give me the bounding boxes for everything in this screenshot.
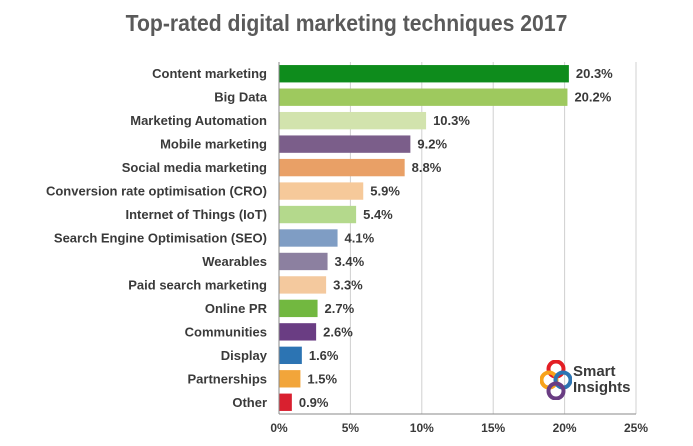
x-tick-label: 15% xyxy=(481,421,505,435)
bar xyxy=(279,252,328,271)
logo-line1: Smart xyxy=(573,363,616,380)
smart-insights-logo-icon xyxy=(539,359,573,401)
value-label: 5.4% xyxy=(363,207,393,222)
category-label: Internet of Things (IoT) xyxy=(125,207,267,222)
category-label: Content marketing xyxy=(152,66,267,81)
category-label: Paid search marketing xyxy=(128,277,267,292)
bar xyxy=(279,276,327,294)
bar xyxy=(279,229,338,247)
value-label: 8.8% xyxy=(412,160,442,175)
bar xyxy=(279,370,301,388)
logo-line2: Insights xyxy=(573,379,631,396)
x-tick-label: 0% xyxy=(270,421,288,435)
category-label: Mobile marketing xyxy=(160,137,267,152)
logo-text: Smart Insights xyxy=(573,364,631,396)
value-label: 9.2% xyxy=(417,137,447,152)
chart-title: Top-rated digital marketing techniques 2… xyxy=(125,10,568,36)
x-tick-label: 25% xyxy=(624,421,648,435)
value-label: 20.2% xyxy=(574,90,611,105)
value-label: 10.3% xyxy=(433,113,470,128)
bar xyxy=(279,158,405,177)
logo-circle-purple xyxy=(546,381,566,401)
category-label: Social media marketing xyxy=(122,160,267,175)
bar xyxy=(279,65,569,83)
category-label: Conversion rate optimisation (CRO) xyxy=(46,184,267,199)
bar xyxy=(279,323,317,341)
bar xyxy=(279,393,292,411)
value-label: 3.3% xyxy=(333,277,363,292)
x-tick-label: 10% xyxy=(410,421,434,435)
bar xyxy=(279,299,318,318)
bar xyxy=(279,88,568,106)
category-label: Partnerships xyxy=(188,371,267,386)
value-label: 5.9% xyxy=(370,184,400,199)
category-label: Other xyxy=(232,395,267,410)
bar xyxy=(279,111,427,130)
category-label: Search Engine Optimisation (SEO) xyxy=(54,231,267,246)
category-label: Big Data xyxy=(214,90,268,105)
bar xyxy=(279,346,302,365)
category-label: Marketing Automation xyxy=(130,113,267,128)
bar xyxy=(279,135,411,153)
value-label: 4.1% xyxy=(345,231,375,246)
value-label: 1.6% xyxy=(309,348,339,363)
x-tick-label: 5% xyxy=(342,421,360,435)
value-label: 3.4% xyxy=(335,254,365,269)
category-label: Communities xyxy=(185,324,267,339)
category-label: Display xyxy=(221,348,268,363)
x-tick-label: 20% xyxy=(553,421,577,435)
bar xyxy=(279,182,364,200)
value-label: 1.5% xyxy=(307,371,337,386)
value-label: 2.6% xyxy=(323,324,353,339)
value-label: 2.7% xyxy=(325,301,355,316)
category-label: Online PR xyxy=(205,301,268,316)
bar xyxy=(279,205,357,224)
category-label: Wearables xyxy=(202,254,267,269)
value-label: 0.9% xyxy=(299,395,329,410)
smart-insights-logo: Smart Insights xyxy=(539,359,640,406)
value-label: 20.3% xyxy=(576,66,613,81)
